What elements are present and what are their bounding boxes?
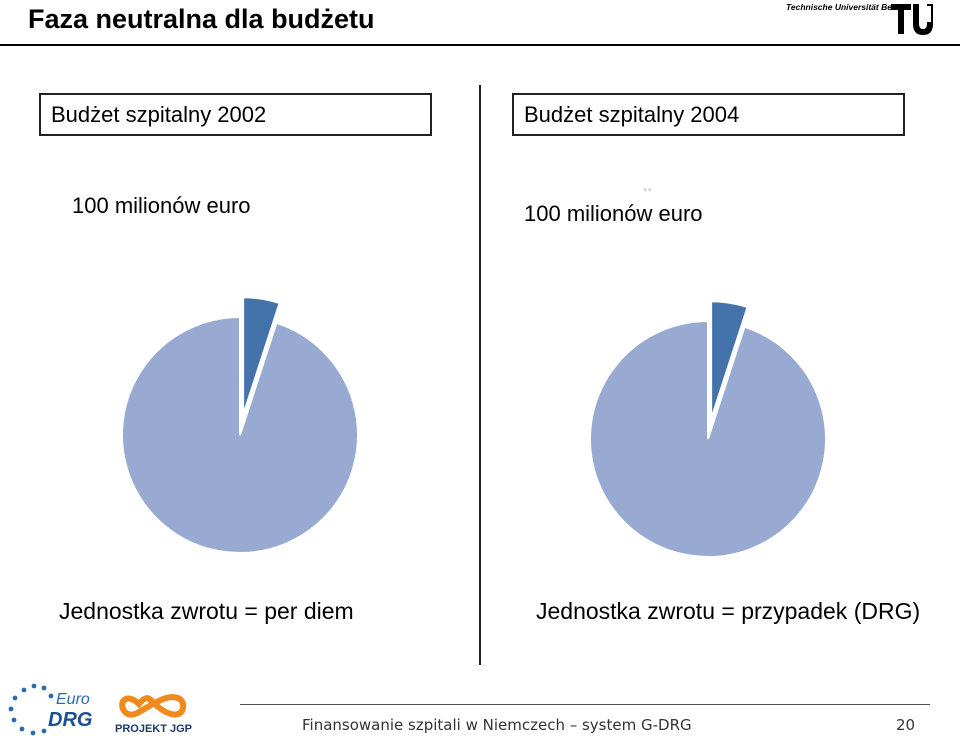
budget-2002-amount: 100 milionów euro [72, 193, 251, 218]
footer-rule [240, 704, 930, 705]
title-underline [0, 44, 960, 46]
faint-marker: •• [643, 182, 653, 197]
pie-slice-main [589, 319, 827, 558]
euro-drg-logo-icon: Euro DRG [8, 683, 92, 736]
page-number: 20 [896, 716, 916, 734]
caption-2002: Jednostka zwrotu = per diem [59, 598, 354, 624]
page-title: Faza neutralna dla budżetu [28, 4, 375, 34]
budget-2002-label: Budżet szpitalny 2002 [51, 102, 267, 127]
budget-2002-box: Budżet szpitalny 2002 [39, 93, 432, 136]
svg-text:DRG: DRG [48, 709, 92, 731]
caption-2004: Jednostka zwrotu = przypadek (DRG) [536, 598, 921, 624]
projekt-jgp-logo-icon: PROJEKT JGP [115, 694, 192, 735]
tu-berlin-logo-icon [891, 4, 933, 35]
column-divider [479, 85, 481, 665]
pie-chart-2004 [589, 300, 827, 558]
svg-text:Euro: Euro [56, 691, 90, 708]
budget-2004-amount: 100 milionów euro [524, 201, 703, 226]
svg-text:PROJEKT JGP: PROJEKT JGP [115, 723, 192, 735]
pie-slice-main [121, 315, 359, 554]
pie-slice-small [710, 300, 749, 420]
pie-chart-2002 [121, 296, 359, 554]
footer-text: Finansowanie szpitali w Niemczech – syst… [302, 716, 692, 734]
university-name: Technische Universität Berlin [786, 2, 906, 12]
budget-2004-label: Budżet szpitalny 2004 [524, 102, 740, 127]
budget-2004-box: Budżet szpitalny 2004 [512, 93, 905, 136]
pie-slice-small [242, 296, 281, 416]
